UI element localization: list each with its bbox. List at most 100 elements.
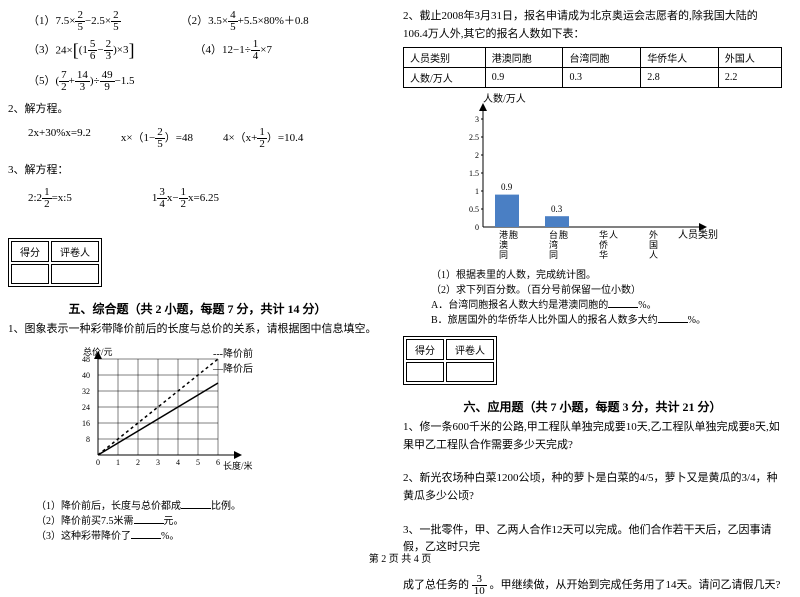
bar-chart: 人数/万人 0.5 1 1.5 2 2.5 3 0: [433, 92, 782, 262]
score-box-left: 得分评卷人: [8, 238, 102, 287]
subq2-d: B．旅居国外的华侨华人比外国人的报名人数多大约%。: [431, 311, 782, 326]
section-3-eqs: 2:212=x:5 134x−12x=6.25: [28, 187, 387, 210]
bar-chart-svg: 人数/万人 0.5 1 1.5 2 2.5 3 0: [433, 92, 733, 262]
svg-text:人数/万人: 人数/万人: [483, 92, 526, 105]
svg-text:同: 同: [549, 250, 558, 260]
svg-text:8: 8: [86, 435, 90, 444]
app-q1: 1、修一条600千米的公路,甲工程队单独完成要10天,乙工程队单独完成要8天,如…: [403, 419, 782, 454]
problem-1-2: （1）7.5×25−2.5×25 （2）3.5×45+5.5×80%＋0.8: [28, 10, 387, 33]
problem-3-4: （3）24×[(156−23)×3] （4）12−1÷14×7: [28, 39, 387, 62]
subq2-a: （1）根据表里的人数，完成统计图。: [431, 266, 782, 281]
svg-text:胞: 胞: [509, 229, 518, 240]
line-chart: 816 2432 4048 12 34 56 0 总价/元 长度/米 ---降价…: [68, 345, 387, 505]
val-1: 0.3: [563, 68, 641, 88]
frac-3-10: 310: [472, 574, 487, 597]
subq-c: （3）这种彩带降价了%。: [36, 527, 387, 542]
svg-text:人: 人: [649, 250, 658, 260]
score-label: 得分: [11, 241, 49, 262]
th-3: 华侨华人: [641, 48, 719, 68]
svg-text:5: 5: [196, 458, 200, 467]
svg-text:0.3: 0.3: [551, 204, 563, 214]
eq1: 2x+30%x=9.2: [28, 127, 91, 150]
app-q2: 2、新光农场种白菜1200公顷，种的萝卜是白菜的4/5，萝卜又是黄瓜的3/4，种…: [403, 470, 782, 505]
section-3-title: 3、解方程：: [8, 162, 387, 180]
section-5-title: 五、综合题（共 2 小题，每题 7 分，共计 14 分）: [8, 300, 387, 317]
svg-text:胞: 胞: [559, 229, 568, 240]
p5: （5）(72+143)÷499−1.5: [28, 70, 387, 93]
svg-text:1.5: 1.5: [469, 169, 479, 178]
svg-text:同: 同: [499, 250, 508, 260]
subq2-c: A．台湾同胞报名人数大约是港澳同胞的%。: [431, 296, 782, 311]
svg-text:0.9: 0.9: [501, 182, 513, 192]
svg-text:人: 人: [609, 230, 618, 240]
app-q3: 3、一批零件，甲、乙两人合作12天可以完成。他们合作若干天后，乙因事请假，乙这时…: [403, 522, 782, 597]
score-box-right: 得分评卷人: [403, 336, 497, 385]
eq3-2: 134x−12x=6.25: [152, 187, 219, 210]
section-6-title: 六、应用题（共 7 小题，每题 3 分，共计 21 分）: [403, 398, 782, 415]
svg-text:国: 国: [649, 240, 658, 250]
svg-text:0.5: 0.5: [469, 205, 479, 214]
data-table: 人员类别 港澳同胞 台湾同胞 华侨华人 外国人 人数/万人 0.9 0.3 2.…: [403, 47, 782, 88]
svg-text:2.5: 2.5: [469, 133, 479, 142]
p1: （1）7.5×25−2.5×25: [28, 10, 121, 33]
app-q3-a: 3、一批零件，甲、乙两人合作12天可以完成。他们合作若干天后，乙因事请假，乙这时…: [403, 524, 772, 554]
subq-a: （1）降价前后，长度与总价都成比例。: [36, 497, 387, 512]
svg-text:港: 港: [499, 229, 508, 240]
table-header-row: 人员类别 港澳同胞 台湾同胞 华侨华人 外国人: [404, 48, 782, 68]
svg-text:外: 外: [649, 229, 658, 240]
svg-text:40: 40: [82, 371, 90, 380]
p3: （3）24×[(156−23)×3]: [28, 39, 134, 62]
svg-text:2: 2: [475, 151, 479, 160]
sub-questions-right: （1）根据表里的人数，完成统计图。 （2）求下列百分数。（百分号前保留一位小数）…: [431, 266, 782, 326]
eq3: 4×（x+12）=10.4: [223, 127, 303, 150]
score-label-r: 得分: [406, 339, 444, 360]
q5-1: 1、图象表示一种彩带降价前后的长度与总价的关系，请根据图中信息填空。: [8, 321, 387, 339]
svg-text:1: 1: [475, 187, 479, 196]
th-4: 外国人: [718, 48, 781, 68]
svg-text:华: 华: [599, 249, 608, 260]
svg-text:0: 0: [475, 223, 479, 232]
svg-text:32: 32: [82, 387, 90, 396]
svg-text:0: 0: [96, 458, 100, 467]
svg-text:人员类别: 人员类别: [678, 228, 718, 241]
svg-text:4: 4: [176, 458, 180, 467]
legend-after: —降价后: [213, 360, 273, 375]
svg-text:华: 华: [599, 229, 608, 240]
th-0: 人员类别: [404, 48, 486, 68]
legend: ---降价前 —降价后: [213, 345, 273, 375]
val-3: 2.2: [718, 68, 781, 88]
svg-text:24: 24: [82, 403, 90, 412]
grader-label-r: 评卷人: [446, 339, 494, 360]
svg-text:总价/元: 总价/元: [83, 346, 113, 357]
subq2-b: （2）求下列百分数。（百分号前保留一位小数）: [431, 281, 782, 296]
svg-text:1: 1: [116, 458, 120, 467]
grader-label: 评卷人: [51, 241, 99, 262]
app-q3-c: 。甲继续做，从开始到完成任务用了14天。请问乙请假几天?: [490, 579, 781, 591]
val-2: 2.8: [641, 68, 719, 88]
svg-text:3: 3: [156, 458, 160, 467]
p4: （4）12−1÷14×7: [194, 39, 271, 62]
svg-text:侨: 侨: [599, 239, 608, 250]
svg-text:6: 6: [216, 458, 220, 467]
th-2: 台湾同胞: [563, 48, 641, 68]
table-data-row: 人数/万人 0.9 0.3 2.8 2.2: [404, 68, 782, 88]
section-2-eqs: 2x+30%x=9.2 x×（1−25）=48 4×（x+12）=10.4: [28, 127, 387, 150]
svg-text:长度/米: 长度/米: [223, 460, 253, 471]
legend-before: ---降价前: [213, 345, 273, 360]
section-2-title: 2、解方程。: [8, 101, 387, 119]
q2-right: 2、截止2008年3月31日，报名申请成为北京奥运会志愿者的,除我国大陆的106…: [403, 8, 782, 43]
app-q3-b: 成了总任务的: [403, 579, 469, 591]
p2: （2）3.5×45+5.5×80%＋0.8: [181, 10, 309, 33]
sub-questions-left: （1）降价前后，长度与总价都成比例。 （2）降价前买7.5米需元。 （3）这种彩…: [36, 497, 387, 542]
svg-text:澳: 澳: [499, 239, 508, 250]
svg-text:台: 台: [549, 229, 558, 240]
row-label: 人数/万人: [404, 68, 486, 88]
svg-text:16: 16: [82, 419, 90, 428]
val-0: 0.9: [485, 68, 563, 88]
svg-text:湾: 湾: [549, 239, 558, 250]
subq-b: （2）降价前买7.5米需元。: [36, 512, 387, 527]
eq2: x×（1−25）=48: [121, 127, 193, 150]
svg-text:2: 2: [136, 458, 140, 467]
th-1: 港澳同胞: [485, 48, 563, 68]
eq3-1: 2:212=x:5: [28, 187, 72, 210]
